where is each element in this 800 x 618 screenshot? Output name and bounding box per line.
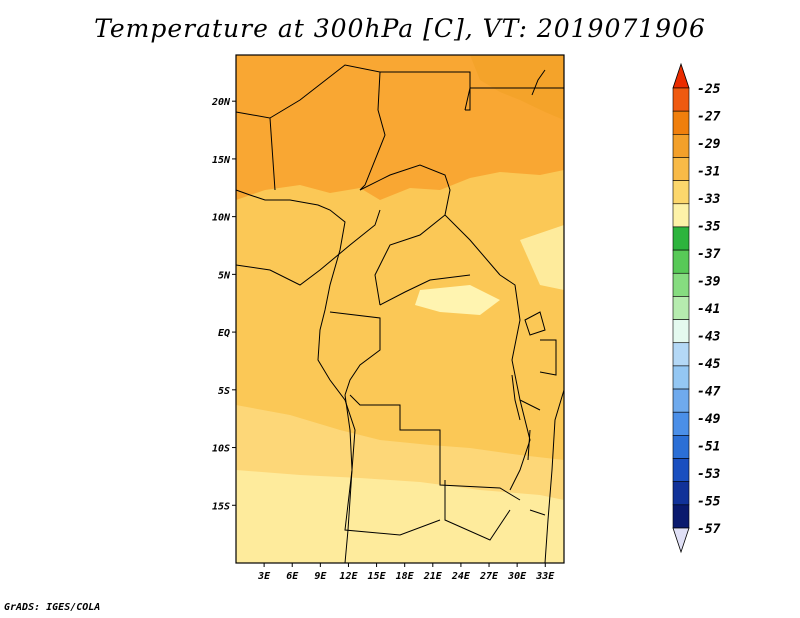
- colorbar-label: -31: [697, 165, 720, 180]
- colorbar-swatch: [672, 226, 690, 251]
- colorbar-swatch: [672, 504, 690, 529]
- longitude-axis: 3E 6E 9E 12E 15E 18E 21E 24E 27E 30E 33E: [257, 563, 555, 582]
- colorbar-label: -41: [697, 302, 720, 317]
- colorbar-swatch: [672, 319, 690, 344]
- lat-tick-label: 15S: [212, 501, 230, 512]
- colorbar-swatch: [672, 365, 690, 390]
- lon-tick-label: 9E: [314, 571, 327, 582]
- colorbar-label: -49: [697, 412, 721, 427]
- colorbar-bottom-arrow: [672, 527, 690, 554]
- lon-tick-label: 27E: [479, 571, 499, 582]
- lon-tick-label: 33E: [535, 571, 555, 582]
- colorbar-label: -35: [697, 220, 721, 235]
- colorbar-label: -27: [697, 110, 721, 125]
- field-pale-south: [236, 470, 564, 563]
- colorbar-swatch: [672, 435, 690, 459]
- lon-tick-label: 12E: [339, 571, 358, 582]
- temperature-field: [236, 55, 564, 563]
- lon-tick-label: 21E: [423, 571, 443, 582]
- colorbar-swatch: [672, 157, 690, 181]
- colorbar-label: -29: [697, 137, 721, 152]
- colorbar-swatch: [672, 296, 690, 320]
- colorbar-swatch: [672, 342, 690, 367]
- colorbar-label: -51: [697, 440, 720, 455]
- colorbar-label: -57: [697, 522, 721, 537]
- colorbar-label: -43: [697, 330, 721, 345]
- lon-tick-label: 18E: [396, 571, 415, 582]
- lon-tick-label: 30E: [507, 571, 527, 582]
- field-warm-north: [236, 55, 564, 200]
- colorbar-label: -25: [697, 82, 721, 97]
- colorbar-swatch: [672, 110, 690, 135]
- country-borders: [235, 64, 564, 541]
- colorbar-label: -47: [697, 385, 721, 400]
- colorbar: -25 -27 -29 -31 -33 -35 -37 -39 -41 -43 -45 -47 -49 -…: [672, 62, 721, 554]
- lon-tick-label: 15E: [368, 571, 387, 582]
- lon-tick-label: 6E: [286, 571, 299, 582]
- colorbar-label: -37: [697, 247, 721, 262]
- lat-tick-label: EQ: [218, 328, 230, 339]
- latitude-axis: 20N 15N 10N 5N EQ 5S 10S 15S: [211, 97, 236, 512]
- grads-credit: GrADS: IGES/COLA: [4, 602, 101, 613]
- colorbar-label: -53: [697, 467, 721, 482]
- field-pale-east: [520, 225, 564, 290]
- colorbar-swatch: [672, 203, 690, 228]
- colorbar-swatch: [672, 411, 690, 436]
- lat-tick-label: 15N: [212, 155, 231, 166]
- colorbar-swatch: [672, 481, 690, 506]
- colorbar-swatch: [672, 87, 690, 112]
- colorbar-label: -33: [697, 192, 721, 207]
- lat-tick-label: 5N: [218, 270, 231, 281]
- lakes: [511, 311, 546, 516]
- colorbar-swatch: [672, 272, 690, 297]
- colorbar-swatch: [672, 249, 690, 274]
- lat-tick-label: 10S: [212, 444, 230, 455]
- colorbar-swatch: [672, 180, 690, 205]
- map-frame: [235, 54, 565, 564]
- colorbar-swatch: [672, 458, 690, 482]
- colorbar-swatch: [672, 134, 690, 158]
- lon-tick-label: 3E: [257, 571, 271, 582]
- chart-title: Temperature at 300hPa [C], VT: 201907190…: [94, 14, 706, 43]
- colorbar-swatch: [672, 388, 690, 413]
- colorbar-label: -39: [697, 275, 721, 290]
- lat-tick-label: 5S: [218, 386, 230, 397]
- lat-tick-label: 10N: [212, 213, 231, 224]
- coastline: [235, 69, 565, 564]
- lon-tick-label: 24E: [451, 571, 471, 582]
- colorbar-label: -45: [697, 357, 721, 372]
- colorbar-label: -55: [697, 495, 721, 510]
- field-paler-band: [415, 285, 500, 315]
- lat-tick-label: 20N: [211, 97, 231, 108]
- colorbar-top-arrow: [672, 62, 690, 89]
